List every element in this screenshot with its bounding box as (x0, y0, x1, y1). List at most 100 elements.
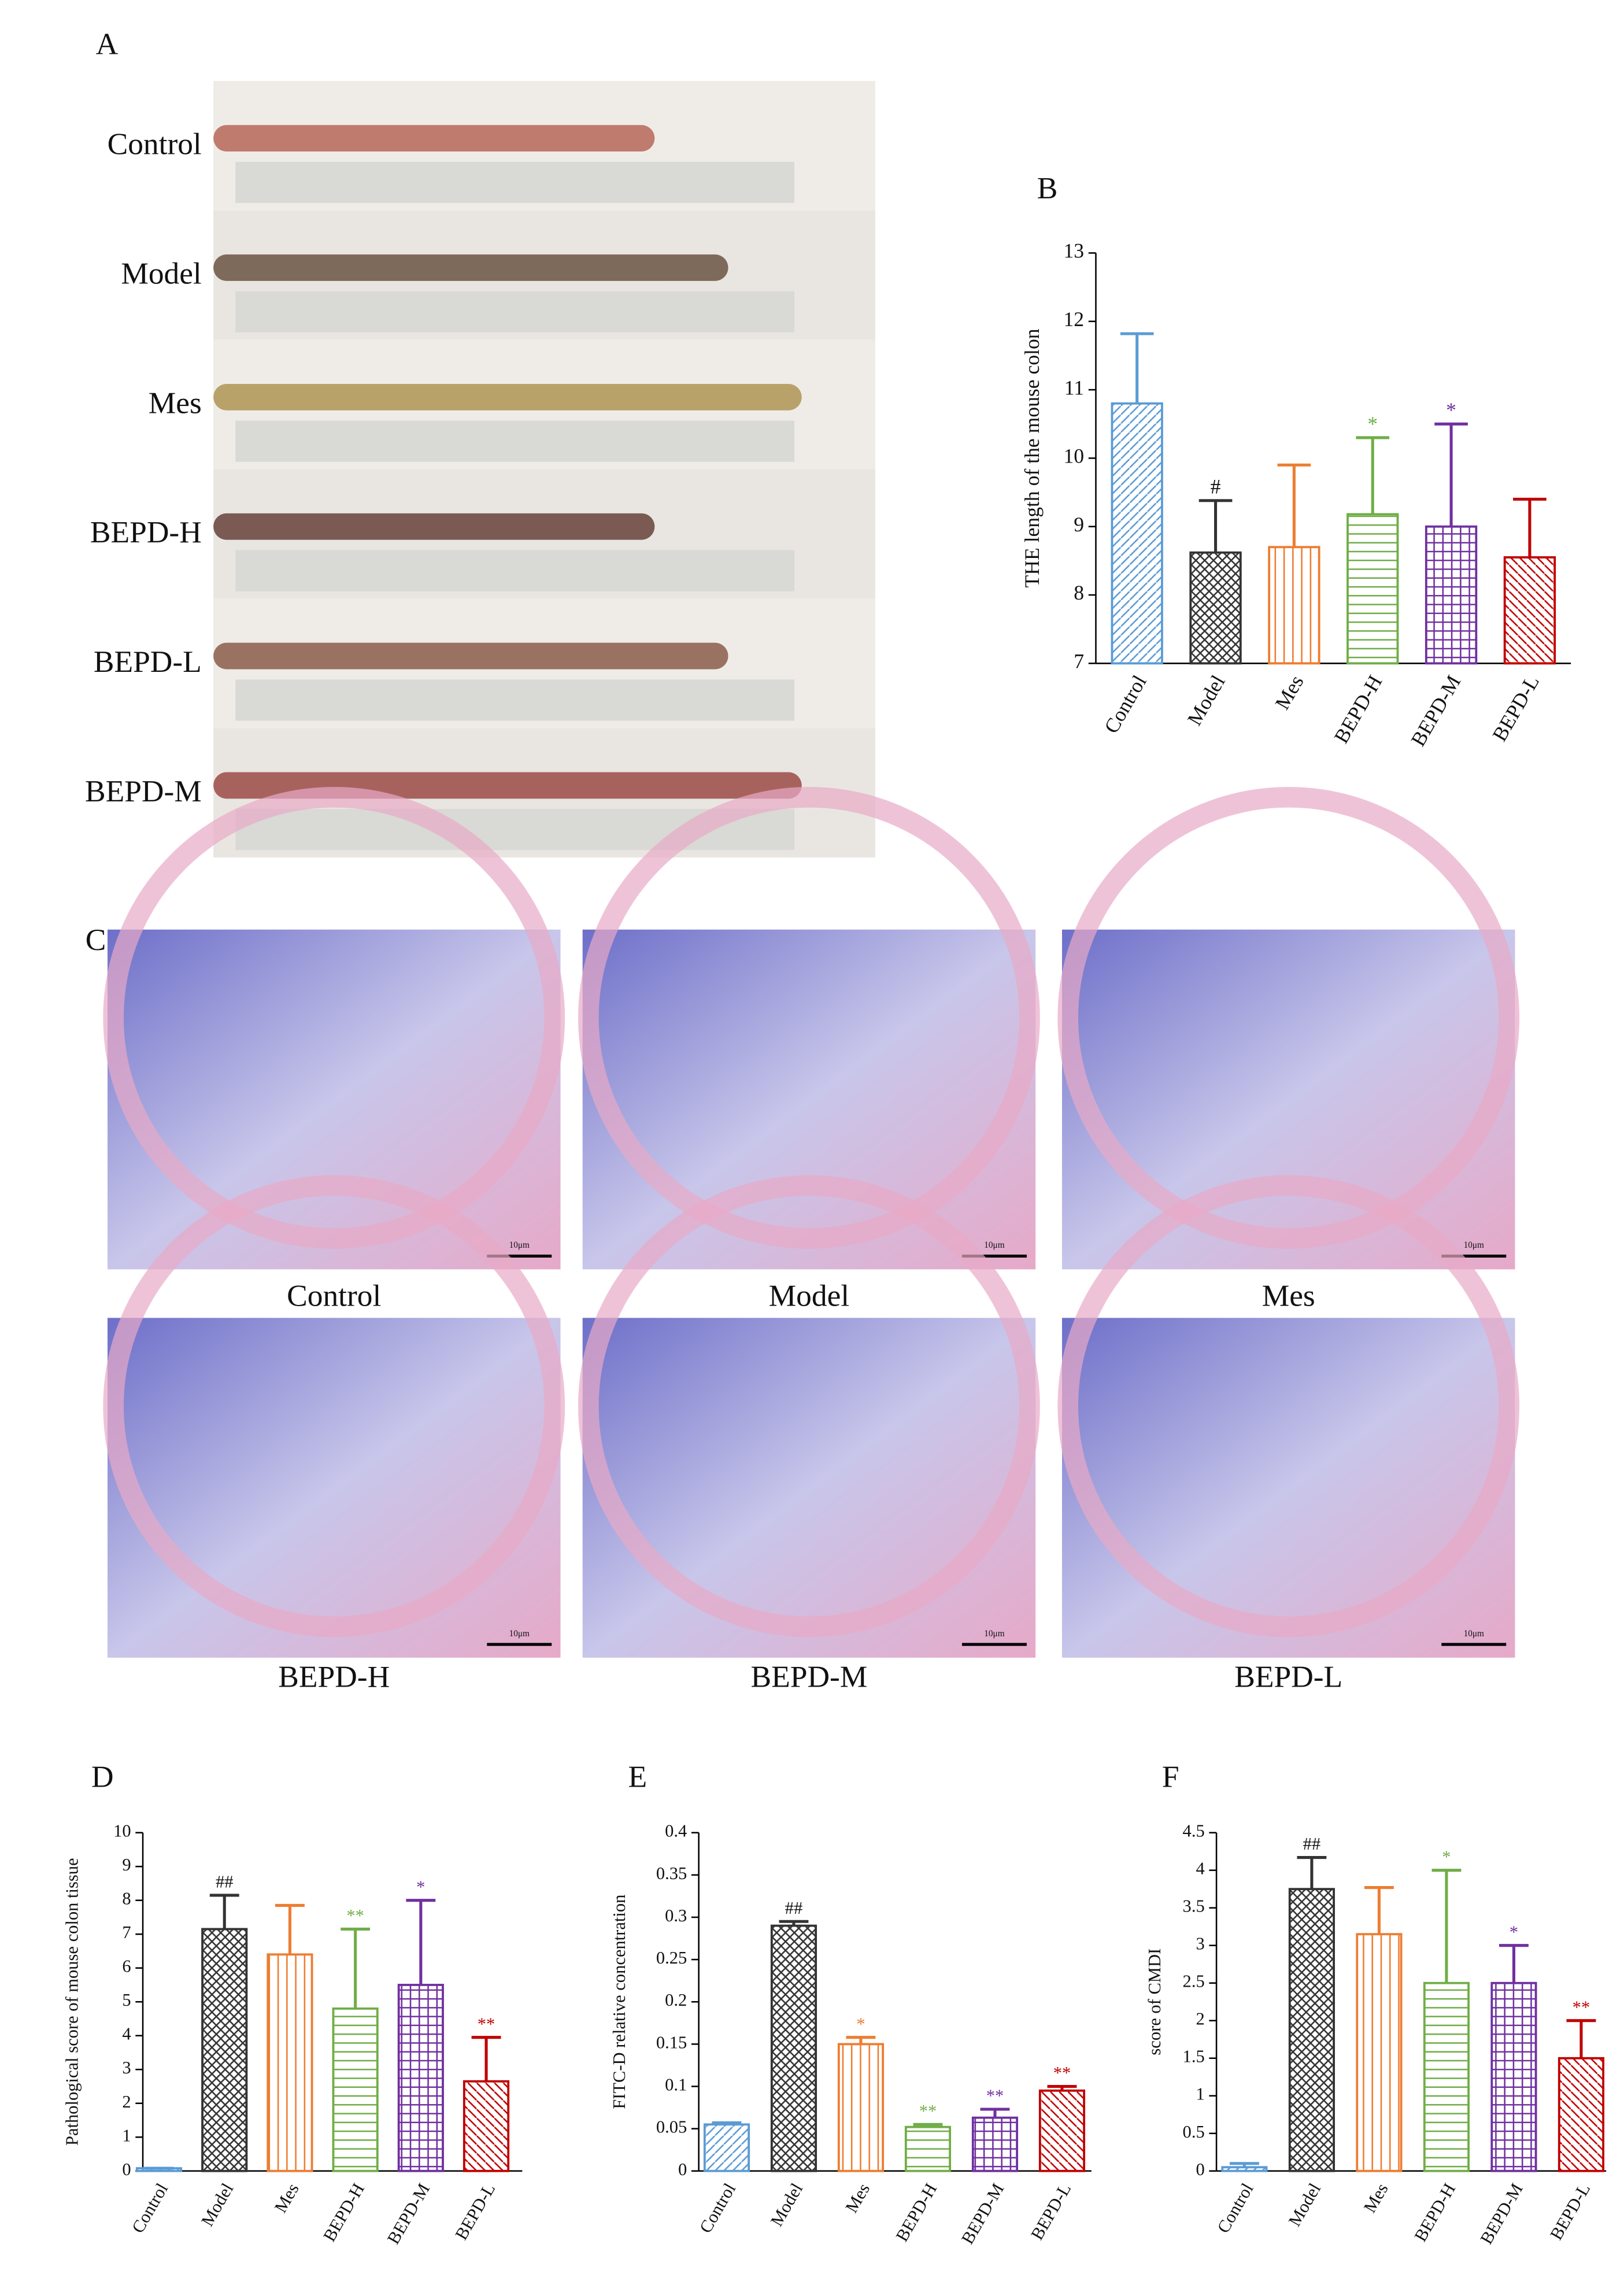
error-bar (846, 2036, 876, 2044)
y-tick-label: 4.5 (1183, 1821, 1205, 1841)
error-bar (1198, 499, 1233, 553)
significance-mark: ** (346, 1906, 364, 1925)
error-bar (1434, 422, 1468, 527)
colon (213, 642, 728, 670)
y-tick-label: 0 (122, 2160, 131, 2179)
error-bar (1513, 497, 1547, 557)
scale-bar-label: 10μm (1464, 1240, 1484, 1250)
bar (1503, 556, 1556, 665)
bar (1288, 1888, 1335, 2172)
bar (1111, 402, 1163, 665)
significance-mark: * (1510, 1922, 1518, 1942)
row-label: Model (121, 256, 201, 291)
y-tick-label: 2 (122, 2092, 131, 2112)
y-tick-label: 0.25 (656, 1948, 687, 1968)
y-tick-label: 1.5 (1183, 2047, 1205, 2066)
panel-label: A (96, 27, 119, 61)
bar (703, 2123, 750, 2172)
y-tick-label: 12 (1064, 308, 1085, 331)
x-tick-label: Model (1285, 2180, 1325, 2230)
y-tick-label: 0.15 (656, 2032, 687, 2052)
error-bar (341, 1927, 371, 2009)
ruler (235, 550, 794, 591)
significance-mark: ** (919, 2101, 937, 2121)
bar (1423, 1981, 1470, 2172)
y-tick-label: 2.5 (1183, 1972, 1205, 1991)
bar (201, 1928, 248, 2172)
error-bar (1566, 2019, 1596, 2058)
y-axis-label: FITC-D relative concentration (609, 1895, 629, 2109)
histology-images: 10μm Control 10μm Model 10μm Mes 10μm BEPD-H 10μ… (103, 786, 1520, 1694)
x-tick-label: Mes (1360, 2180, 1392, 2216)
scale-bar-label: 10μm (509, 1240, 530, 1250)
histology-image (582, 1318, 1036, 1658)
x-tick-label: BEPD-H (892, 2180, 941, 2245)
y-tick-label: 5 (122, 1990, 131, 2010)
significance-mark: ** (478, 2014, 495, 2034)
y-tick-label: 3.5 (1183, 1896, 1205, 1916)
significance-mark: ## (1303, 1834, 1321, 1854)
ruler (235, 161, 794, 204)
significance-mark: * (1446, 398, 1456, 422)
x-tick-label: Mes (1270, 671, 1308, 713)
significance-mark: * (1367, 412, 1378, 435)
colon (213, 125, 655, 152)
error-bar (1277, 463, 1311, 548)
row-label: BEPD-H (90, 515, 202, 549)
bar (1425, 525, 1478, 665)
image-caption: BEPD-M (751, 1659, 868, 1694)
x-tick-label: BEPD-M (1406, 671, 1465, 750)
x-tick-label: Control (1214, 2180, 1257, 2236)
bar (1268, 546, 1320, 665)
ruler (235, 420, 794, 462)
y-tick-label: 0.35 (656, 1864, 687, 1883)
y-tick-label: 4 (1196, 1859, 1204, 1879)
error-bar (980, 2108, 1010, 2118)
significance-mark: ## (216, 1872, 234, 1892)
error-bar (406, 1899, 436, 1985)
y-tick-label: 0.05 (656, 2117, 687, 2137)
y-tick-label: 9 (122, 1855, 131, 1874)
bar (1490, 1981, 1537, 2172)
y-tick-label: 0.5 (1183, 2122, 1205, 2142)
y-tick-label: 0.2 (665, 1990, 687, 2010)
x-tick-label: Model (197, 2180, 237, 2230)
error-bar (1120, 332, 1154, 404)
bar-chart: D Pathological score of mouse colon tissu… (62, 1759, 523, 2247)
bar (1356, 1933, 1403, 2172)
image-caption: Control (287, 1278, 381, 1313)
x-tick-label: BEPD-M (383, 2180, 434, 2247)
error-bar (779, 1920, 809, 1926)
y-tick-label: 1 (1196, 2084, 1204, 2104)
error-bar (1356, 436, 1390, 515)
y-tick-label: 0 (1196, 2160, 1204, 2179)
bar (1221, 2166, 1268, 2172)
bar (837, 2043, 885, 2172)
colon (213, 383, 802, 411)
tissue-outline (103, 1175, 565, 1637)
error-bar (1431, 1869, 1462, 1983)
tissue-outline (103, 786, 565, 1249)
y-tick-label: 11 (1064, 376, 1084, 399)
x-tick-label: BEPD-H (319, 2180, 368, 2245)
x-tick-label: Control (696, 2180, 739, 2236)
y-tick-label: 8 (122, 1889, 131, 1909)
y-axis-label: score of CMDI (1145, 1949, 1164, 2055)
panel-label: F (1162, 1759, 1179, 1794)
image-caption: BEPD-H (278, 1659, 390, 1694)
error-bar (1364, 1886, 1394, 1935)
y-tick-label: 9 (1074, 513, 1084, 536)
bar-chart: E FITC-D relative concentration 0 0.05 0.1 0.… (609, 1759, 1092, 2247)
error-bar (275, 1903, 305, 1955)
y-tick-label: 3 (1196, 1934, 1204, 1954)
y-tick-label: 13 (1064, 239, 1085, 262)
y-axis-label: THE length of the mouse colon (1020, 328, 1044, 587)
panel-label: C (86, 922, 106, 957)
bar (1346, 513, 1399, 665)
x-tick-label: BEPD-L (1027, 2180, 1075, 2243)
x-tick-label: BEPD-H (1329, 671, 1386, 747)
scale-bar-label: 10μm (1464, 1629, 1484, 1639)
colon (213, 513, 655, 540)
